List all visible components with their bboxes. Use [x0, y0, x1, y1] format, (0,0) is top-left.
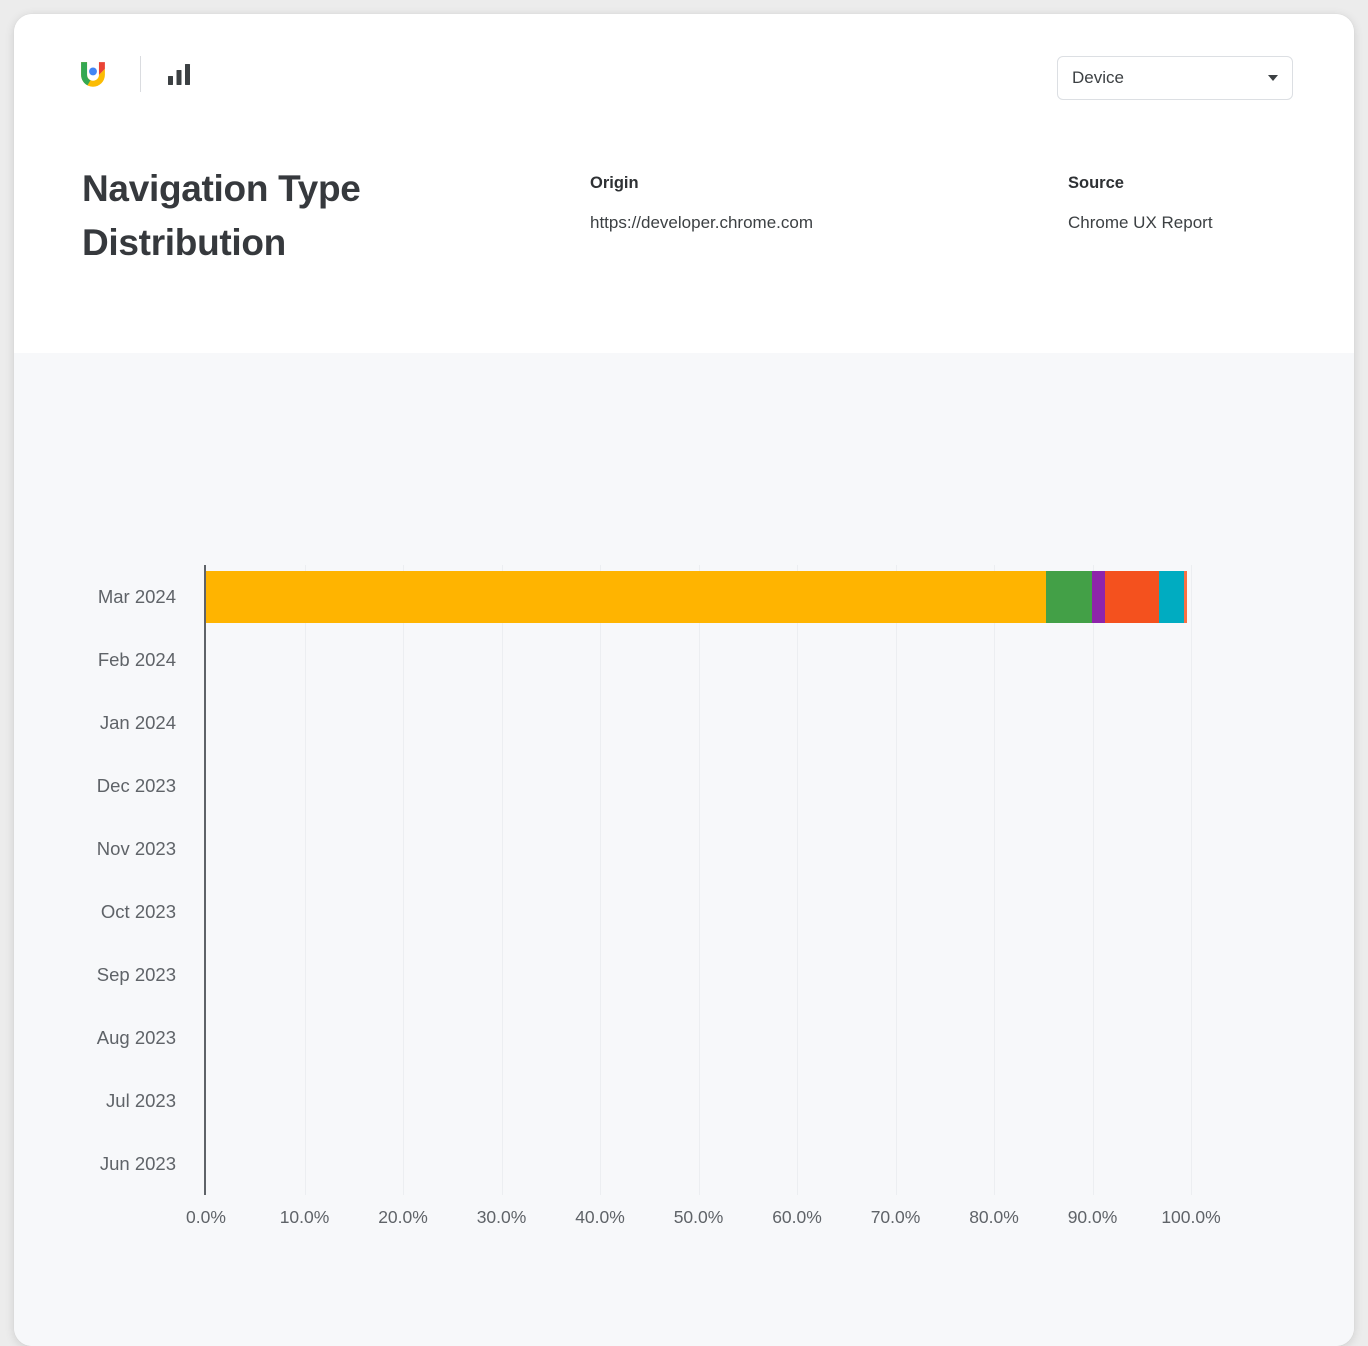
- device-select[interactable]: Device: [1057, 56, 1293, 100]
- x-axis-tick: 20.0%: [378, 1207, 428, 1227]
- gridline: [1092, 565, 1094, 1195]
- x-axis-tick: 70.0%: [870, 1207, 921, 1227]
- brand-divider: [140, 56, 141, 92]
- x-axis-ticks: 0.0% 10.0% 20.0% 30.0% 40.0% 50.0% 60.0% 70.0% 8…: [186, 1207, 1221, 1237]
- bar-segment-navigate[interactable]: [206, 571, 1047, 623]
- crux-logo-icon: [76, 57, 110, 91]
- x-axis-tick: 60.0%: [772, 1207, 822, 1227]
- chart-row: Oct 2023: [101, 880, 1191, 943]
- body-section: Mar 2024 Feb 2024 Jan 2024 Dec 2023 Nov 2023…: [14, 353, 1354, 1346]
- gridline: [501, 565, 503, 1195]
- gridline: [994, 565, 995, 1195]
- source-value: Chrome UX Report: [1068, 213, 1213, 232]
- gridline: [304, 565, 306, 1195]
- x-axis-tick: 100.0%: [1161, 1207, 1221, 1227]
- chart-row: Mar 2024: [98, 565, 1191, 628]
- y-axis-label: Mar 2024: [97, 585, 176, 607]
- device-select-value: Device: [1072, 68, 1124, 87]
- stacked-bar[interactable]: [206, 1012, 1191, 1064]
- stat-card: [14, 411, 461, 419]
- y-axis-label: Oct 2023: [100, 900, 176, 922]
- chart-row: Nov 2023: [97, 817, 1191, 880]
- stacked-bar[interactable]: [206, 697, 1191, 749]
- gridline: [1191, 565, 1192, 1195]
- stats-row: [14, 411, 1354, 419]
- origin-block: Origin https://developer.chrome.com: [590, 174, 813, 233]
- x-axis-tick: 30.0%: [476, 1207, 527, 1227]
- chart-row: Feb 2024: [98, 628, 1191, 691]
- gridline: [895, 565, 897, 1195]
- y-axis-label: Jan 2024: [99, 711, 176, 733]
- chart-row: Jun 2023: [100, 1132, 1191, 1195]
- chevron-down-icon: [1268, 75, 1278, 81]
- x-axis-tick: 80.0%: [969, 1207, 1019, 1227]
- page-title: Navigation Type Distribution: [82, 168, 361, 263]
- chart-row: Dec 2023: [97, 754, 1191, 817]
- gridline: [600, 565, 601, 1195]
- bar-segment-reload[interactable]: [1046, 571, 1092, 623]
- gridline: [698, 565, 700, 1195]
- y-axis-label: Aug 2023: [96, 1026, 176, 1048]
- stacked-bar[interactable]: [206, 571, 1191, 623]
- chart-row: Jan 2024: [100, 691, 1191, 754]
- origin-label: Origin: [590, 174, 639, 192]
- x-axis-tick: 0.0%: [186, 1207, 226, 1227]
- stacked-bar[interactable]: [206, 1138, 1191, 1190]
- stacked-bar[interactable]: [206, 823, 1191, 875]
- navigation-type-chart: Mar 2024 Feb 2024 Jan 2024 Dec 2023 Nov 2023…: [14, 553, 1354, 1273]
- dashboard-card: Device Navigation Type Distribution Orig…: [14, 14, 1354, 1346]
- origin-value: https://developer.chrome.com: [590, 213, 814, 232]
- x-axis-tick: 10.0%: [279, 1207, 330, 1227]
- stacked-bar[interactable]: [206, 949, 1191, 1001]
- bar-segment-prerender[interactable]: [1184, 571, 1188, 623]
- bar-chart-icon: [167, 61, 193, 87]
- chart-rows: Mar 2024 Feb 2024 Jan 2024 Dec 2023 Nov 2023…: [97, 565, 1191, 1195]
- stacked-bar[interactable]: [206, 1075, 1191, 1127]
- x-axis-tick: 50.0%: [673, 1207, 724, 1227]
- x-axis-tick: 90.0%: [1067, 1207, 1118, 1227]
- y-axis-label: Feb 2024: [97, 648, 176, 670]
- header-section: Device Navigation Type Distribution Orig…: [14, 14, 1354, 353]
- chart-row: Jul 2023: [106, 1069, 1191, 1132]
- y-axis-label: Nov 2023: [96, 837, 176, 859]
- chart-row: Sep 2023: [97, 943, 1191, 1006]
- bar-segment-bfcache[interactable]: [1159, 571, 1185, 623]
- stacked-bar[interactable]: [206, 760, 1191, 812]
- x-axis-tick: 40.0%: [575, 1207, 625, 1227]
- y-axis-label: Dec 2023: [96, 774, 176, 796]
- gridline: [797, 565, 798, 1195]
- y-axis-label: Jun 2023: [99, 1152, 176, 1174]
- chart-row: Aug 2023: [97, 1006, 1191, 1069]
- bar-segment-back-forward[interactable]: [1105, 571, 1160, 623]
- stacked-bar[interactable]: [206, 634, 1191, 686]
- source-label: Source: [1068, 174, 1124, 192]
- brand-group: [76, 56, 193, 92]
- plot-area: Mar 2024 Feb 2024 Jan 2024 Dec 2023 Nov 2023…: [97, 565, 1192, 1195]
- y-axis-label: Sep 2023: [96, 963, 176, 985]
- top-bar: Device: [14, 14, 1354, 124]
- stat-card: [461, 411, 908, 419]
- gridline: [403, 565, 404, 1195]
- stacked-bar[interactable]: [206, 886, 1191, 938]
- y-axis-label: Jul 2023: [106, 1089, 176, 1111]
- y-axis-line: [204, 565, 206, 1195]
- source-block: Source Chrome UX Report: [1068, 174, 1213, 233]
- bar-segment-restore[interactable]: [1091, 571, 1106, 623]
- stat-card: [907, 411, 1354, 419]
